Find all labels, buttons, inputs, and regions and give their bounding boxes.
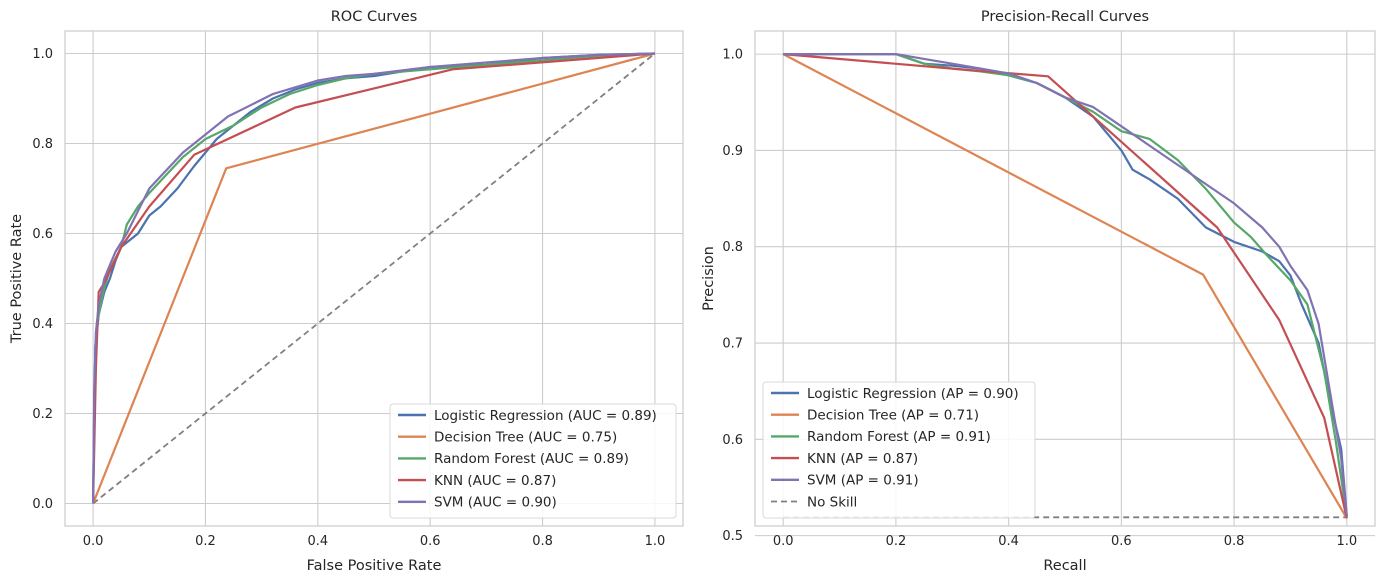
pr-y-tick-label: 0.9 <box>722 144 743 159</box>
roc-legend-box <box>389 403 677 519</box>
pr-y-tick-label: 0.5 <box>722 529 743 544</box>
pr-x-axis-label: Recall <box>1043 558 1086 574</box>
pr-y-tick-label: 0.7 <box>722 337 743 352</box>
pr-x-tick-label: 0.8 <box>1224 534 1245 549</box>
pr-chart: 0.0 0.2 0.4 0.6 0.8 1.0 0.5 0.6 0.7 0.8 0.9 1.0 Pr… <box>701 9 1376 574</box>
roc-x-tick-label: 0.2 <box>195 534 216 549</box>
roc-y-tick-label: 0.0 <box>32 497 53 512</box>
roc-y-tick-label: 0.6 <box>32 227 53 242</box>
roc-legend-label: SVM (AUC = 0.90) <box>434 495 557 511</box>
roc-legend-label: Random Forest (AUC = 0.89) <box>434 451 629 467</box>
pr-y-tick-label: 0.8 <box>722 240 743 255</box>
roc-series-decision-tree <box>92 52 656 504</box>
roc-y-tick-label: 0.4 <box>32 317 53 332</box>
pr-x-tick-label: 0.0 <box>773 534 794 549</box>
roc-plot-frame <box>64 30 684 527</box>
roc-series-random-forest <box>92 52 655 504</box>
roc-legend: Logistic Regression (AUC = 0.89) Decision… <box>389 403 677 519</box>
pr-x-tick-label: 0.4 <box>998 534 1019 549</box>
pr-legend-label: KNN (AP = 0.87) <box>807 451 918 467</box>
roc-title: ROC Curves <box>331 9 418 25</box>
pr-series-decision-tree <box>782 53 1348 519</box>
roc-x-tick-label: 0.0 <box>83 534 104 549</box>
pr-x-tick-label: 0.6 <box>1111 534 1132 549</box>
roc-series-svm <box>92 52 655 504</box>
pr-x-tick-label: 1.0 <box>1336 534 1357 549</box>
roc-legend-label: KNN (AUC = 0.87) <box>434 473 556 489</box>
roc-series-knn <box>92 52 655 504</box>
roc-chart: 0.0 0.2 0.4 0.6 0.8 1.0 0.0 0.2 0.4 0.6 0.8 1.0 RO… <box>9 9 684 574</box>
roc-x-axis-label: False Positive Rate <box>307 558 442 574</box>
pr-y-axis-label: Precision <box>701 246 717 311</box>
pr-legend: Logistic Regression (AP = 0.90) Decision … <box>762 381 1036 519</box>
pr-legend-box <box>762 381 1036 519</box>
pr-legend-label: SVM (AP = 0.91) <box>807 473 919 489</box>
roc-y-tick-label: 0.2 <box>32 407 53 422</box>
roc-legend-label: Logistic Regression (AUC = 0.89) <box>434 408 657 424</box>
roc-y-axis-label: True Positive Rate <box>9 214 25 344</box>
pr-series-knn <box>783 53 1348 519</box>
pr-y-tick-label: 0.6 <box>722 433 743 448</box>
pr-legend-label: Logistic Regression (AP = 0.90) <box>807 386 1019 402</box>
pr-title: Precision-Recall Curves <box>981 9 1149 25</box>
roc-x-tick-label: 0.8 <box>532 534 553 549</box>
roc-y-tick-label: 0.8 <box>32 137 53 152</box>
pr-x-tick-label: 0.2 <box>886 534 907 549</box>
roc-x-tick-label: 0.6 <box>420 534 441 549</box>
pr-legend-label: Random Forest (AP = 0.91) <box>807 429 991 445</box>
pr-legend-label: No Skill <box>807 494 857 510</box>
roc-x-tick-label: 1.0 <box>645 534 666 549</box>
roc-y-tick-label: 1.0 <box>32 47 53 62</box>
pr-plot-frame <box>754 30 1376 527</box>
roc-legend-label: Decision Tree (AUC = 0.75) <box>434 430 617 446</box>
pr-y-tick-label: 1.0 <box>722 48 743 63</box>
pr-series-svm <box>783 52 1348 517</box>
roc-x-tick-label: 0.4 <box>307 534 328 549</box>
pr-legend-label: Decision Tree (AP = 0.71) <box>807 408 979 424</box>
